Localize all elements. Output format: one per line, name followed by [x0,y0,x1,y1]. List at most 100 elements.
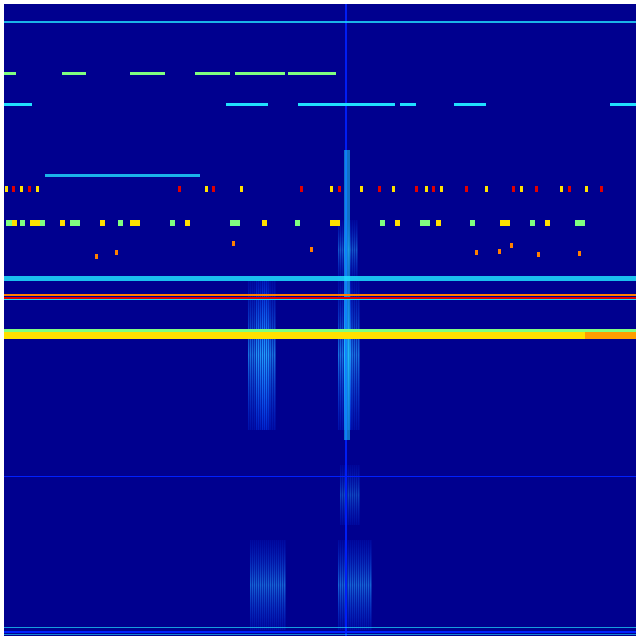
vertical-streak [256,540,258,630]
signal-mark [560,186,563,192]
signal-mark [20,186,23,192]
vertical-streak [254,540,256,630]
vertical-streak [344,465,346,525]
horizontal-line [4,21,636,23]
vertical-streak [354,280,356,430]
vertical-streak [262,280,264,430]
signal-mark [12,220,17,226]
vertical-streak [356,465,358,525]
signal-mark [537,252,540,257]
dashed-band [298,103,395,106]
vertical-streak [340,220,342,280]
signal-mark [395,220,400,226]
vertical-streak [260,280,262,430]
vertical-streak [262,540,264,630]
signal-mark [530,220,535,226]
dashed-band [62,72,86,75]
vertical-streak [344,540,346,630]
vertical-streak [348,540,350,630]
vertical-streak [352,220,354,280]
dashed-band [288,72,336,75]
vertical-streak [258,280,260,430]
dashed-band [4,103,32,106]
vertical-streak [274,540,276,630]
signal-mark [130,220,140,226]
signal-mark [392,186,395,192]
vertical-streak [356,220,358,280]
signal-mark [295,220,300,226]
vertical-streak [358,280,360,430]
signal-mark [578,251,581,256]
vertical-streak [370,540,372,630]
signal-mark [178,186,181,192]
vertical-streak [354,220,356,280]
vertical-streak [342,540,344,630]
signal-mark [118,220,123,226]
vertical-streak [340,465,342,525]
vertical-streak [274,280,276,430]
vertical-streak [260,540,262,630]
dashed-band [226,103,268,106]
signal-mark [510,243,513,248]
signal-mark [568,186,571,192]
signal-mark [415,186,418,192]
dashed-band [235,72,285,75]
signal-mark [380,220,385,226]
signal-mark [425,186,428,192]
dashed-band [400,103,416,106]
dashed-band [454,103,486,106]
signal-mark [5,186,8,192]
vertical-streak [264,280,266,430]
signal-mark [170,220,175,226]
vertical-streak [342,220,344,280]
vertical-streak [280,540,282,630]
vertical-streak [338,220,340,280]
signal-mark [300,186,303,192]
horizontal-band [4,297,636,299]
signal-mark [512,186,515,192]
vertical-streak [266,280,268,430]
signal-mark [240,186,243,192]
vertical-streak [362,540,364,630]
signal-mark [310,247,313,252]
signal-mark [70,220,80,226]
vertical-streak [342,465,344,525]
signal-mark [485,186,488,192]
vertical-streak [354,540,356,630]
vertical-streak [338,540,340,630]
signal-mark [60,220,65,226]
signal-mark [262,220,267,226]
vertical-streak [266,540,268,630]
dashed-band [195,72,230,75]
vertical-streak [356,280,358,430]
vertical-streak [354,465,356,525]
vertical-streak [356,540,358,630]
signal-mark [465,186,468,192]
vertical-streak [268,540,270,630]
vertical-streak [250,540,252,630]
signal-mark [436,220,441,226]
vertical-streak [248,280,250,430]
signal-mark [545,220,550,226]
horizontal-line [4,627,636,628]
signal-mark [232,241,235,246]
vertical-streak [350,220,352,280]
vertical-streak [256,280,258,430]
signal-mark [500,220,510,226]
signal-mark [100,220,105,226]
vertical-streak [258,540,260,630]
vertical-streak [272,540,274,630]
vertical-streak [350,465,352,525]
signal-mark [575,220,585,226]
signal-mark [230,220,240,226]
signal-mark [535,186,538,192]
horizontal-line [4,631,636,633]
horizontal-band [4,332,636,339]
signal-mark [360,186,363,192]
signal-mark [330,220,340,226]
signal-mark [498,249,501,254]
horizontal-band [4,294,636,296]
vertical-streak [338,280,340,430]
vertical-streak [254,280,256,430]
vertical-streak [268,280,270,430]
